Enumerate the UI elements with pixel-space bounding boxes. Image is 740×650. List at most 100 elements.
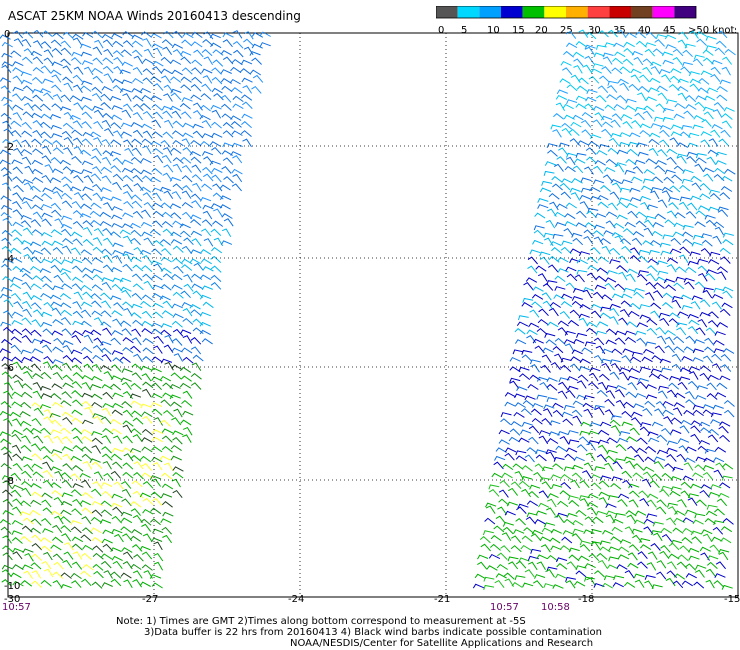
wind-barb: [24, 165, 34, 175]
wind-barb: [598, 144, 610, 149]
wind-barb: [662, 59, 674, 65]
wind-barb: [499, 480, 510, 488]
wind-barb: [29, 185, 41, 193]
wind-barb: [674, 392, 686, 399]
wind-barb: [612, 182, 622, 191]
wind-barb: [536, 554, 548, 560]
wind-barb: [653, 290, 664, 299]
wind-barb: [590, 541, 602, 547]
wind-barb: [604, 166, 616, 173]
wind-barb: [60, 293, 72, 300]
wind-barb: [1, 286, 13, 292]
wind-barb: [686, 151, 698, 157]
wind-barb: [472, 583, 485, 589]
wind-barb: [533, 225, 545, 231]
wind-barb: [153, 541, 163, 551]
wind-barb: [597, 444, 608, 453]
wind-barb: [82, 226, 93, 236]
wind-barb: [50, 229, 63, 236]
wind-barb: [72, 265, 83, 273]
wind-barb: [603, 230, 615, 236]
wind-barb: [130, 454, 142, 462]
wind-barb: [716, 30, 728, 39]
wind-barb: [100, 187, 112, 192]
wind-barb: [129, 447, 142, 453]
wind-barb: [589, 367, 601, 373]
wind-barb: [627, 562, 639, 569]
wind-barb: [500, 418, 512, 426]
wind-barb: [523, 527, 535, 534]
wind-barb: [597, 439, 610, 445]
wind-barb: [676, 322, 688, 328]
wind-barb: [32, 381, 43, 391]
wind-barb: [181, 97, 193, 102]
wind-barb: [625, 158, 637, 166]
wind-barb: [521, 465, 533, 472]
wind-barb: [11, 537, 23, 544]
wind-barb: [602, 174, 614, 183]
wind-barb: [199, 104, 211, 112]
wind-barb: [131, 40, 143, 47]
wind-barb: [90, 329, 102, 336]
wind-barb: [709, 251, 721, 257]
wind-barb: [171, 43, 184, 49]
wind-barb: [578, 317, 589, 327]
wind-barb: [101, 582, 113, 587]
wind-barb: [698, 439, 711, 445]
wind-barb: [546, 377, 558, 383]
wind-barb: [659, 550, 670, 559]
wind-barb: [81, 428, 93, 435]
wind-barb: [651, 230, 663, 237]
wind-barb: [627, 375, 639, 381]
wind-barb: [679, 425, 690, 434]
wind-barb: [651, 421, 664, 427]
wind-barb: [514, 339, 527, 345]
wind-barb: [221, 150, 233, 156]
wind-barb: [51, 209, 62, 218]
wind-barb: [593, 52, 605, 58]
wind-barb: [91, 581, 103, 589]
wind-barb: [21, 391, 33, 399]
wind-barb: [221, 85, 233, 93]
wind-barb: [605, 211, 618, 218]
wind-barb: [676, 453, 687, 462]
wind-barb: [531, 417, 543, 425]
wind-barb: [618, 546, 630, 553]
wind-barb: [628, 499, 639, 508]
wind-barb: [21, 281, 32, 290]
wind-barb: [83, 363, 94, 372]
wind-barb: [70, 455, 82, 462]
wind-barb: [40, 393, 53, 398]
wind-barb: [636, 381, 648, 389]
wind-barb: [172, 120, 184, 128]
wind-barb: [657, 390, 668, 399]
wind-barb: [192, 290, 204, 298]
wind-barb: [210, 274, 222, 282]
wind-barb: [560, 481, 572, 490]
wind-barb: [550, 474, 562, 480]
wind-barb: [91, 86, 103, 94]
wind-barb: [121, 109, 132, 119]
wind-barb: [62, 76, 74, 84]
wind-barb: [579, 430, 591, 436]
wind-barb: [533, 580, 544, 589]
wind-barb: [159, 455, 171, 461]
wind-barb: [560, 246, 572, 255]
wind-barb: [518, 480, 530, 488]
wind-barb: [20, 220, 32, 228]
wind-barb: [139, 186, 152, 193]
wind-barb: [606, 564, 619, 570]
wind-barb: [199, 321, 211, 327]
wind-barb: [720, 353, 732, 362]
wind-barb: [52, 346, 64, 353]
wind-barb: [120, 572, 132, 579]
wind-barb: [721, 66, 731, 76]
wind-barb: [91, 509, 103, 517]
wind-barb: [498, 429, 510, 435]
wind-barb: [180, 56, 192, 64]
wind-barb: [72, 33, 84, 40]
wind-barb: [643, 227, 654, 237]
wind-barb: [676, 327, 687, 336]
wind-barb: [102, 453, 113, 461]
wind-barb: [528, 490, 539, 499]
